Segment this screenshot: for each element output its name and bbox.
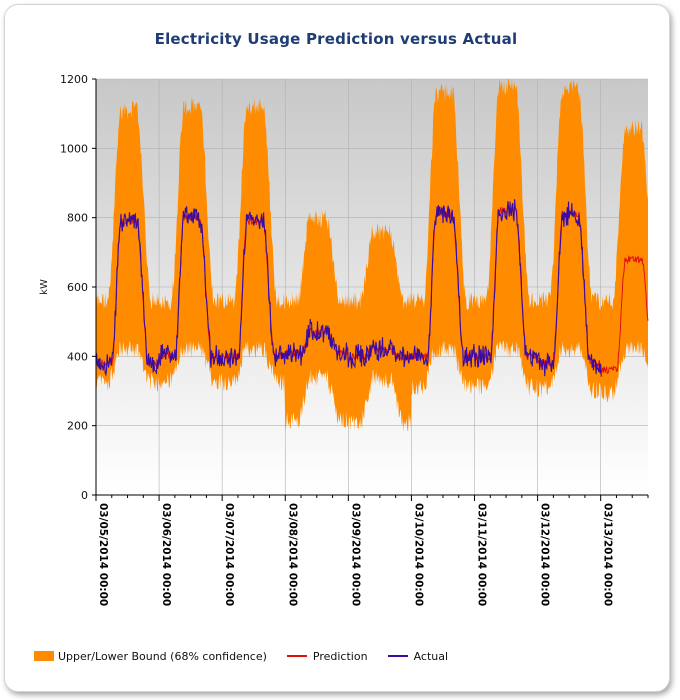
legend: Upper/Lower Bound (68% confidence) Predi…: [34, 646, 468, 666]
y-tick-label: 800: [67, 212, 88, 225]
legend-item-actual[interactable]: Actual: [387, 649, 449, 663]
legend-swatch-prediction: [286, 655, 307, 657]
legend-label-band: Upper/Lower Bound (68% confidence): [58, 649, 267, 663]
actual-line: [95, 199, 602, 377]
y-tick-label: 600: [67, 281, 88, 294]
y-tick-label: 200: [67, 420, 88, 433]
x-tick-label: 03/05/2014 00:00: [97, 503, 109, 606]
x-tick-label: 03/12/2014 00:00: [539, 503, 551, 606]
legend-label-actual: Actual: [413, 649, 449, 663]
y-tick-label: 400: [67, 350, 88, 363]
y-tick-label: 1000: [60, 142, 88, 155]
legend-label-prediction: Prediction: [312, 649, 368, 663]
axes: [92, 78, 649, 501]
legend-swatch-band: [34, 651, 54, 661]
x-tick-label: 03/07/2014 00:00: [223, 503, 235, 606]
x-tick-label: 03/08/2014 00:00: [286, 503, 298, 606]
legend-item-band[interactable]: Upper/Lower Bound (68% confidence): [34, 650, 267, 663]
x-tick-label: 03/06/2014 00:00: [160, 503, 172, 606]
x-tick-labels: 03/05/2014 00:00 03/06/2014 00:00 03/07/20…: [97, 503, 614, 606]
x-tick-label: 03/09/2014 00:00: [349, 503, 361, 606]
y-axis-label: kW: [39, 279, 50, 295]
legend-swatch-actual: [387, 655, 408, 657]
legend-item-prediction[interactable]: Prediction: [286, 649, 368, 663]
chart-title: Electricity Usage Prediction versus Actu…: [154, 30, 518, 48]
y-tick-label: 1200: [60, 73, 88, 86]
y-tick-label: 0: [81, 489, 88, 502]
x-tick-label: 03/10/2014 00:00: [412, 503, 424, 606]
x-tick-label: 03/11/2014 00:00: [476, 503, 488, 606]
x-tick-label: 03/13/2014 00:00: [602, 503, 614, 606]
y-tick-labels: 0 200 400 600 800 1000 1200: [60, 73, 88, 502]
confidence-band: [96, 79, 648, 433]
